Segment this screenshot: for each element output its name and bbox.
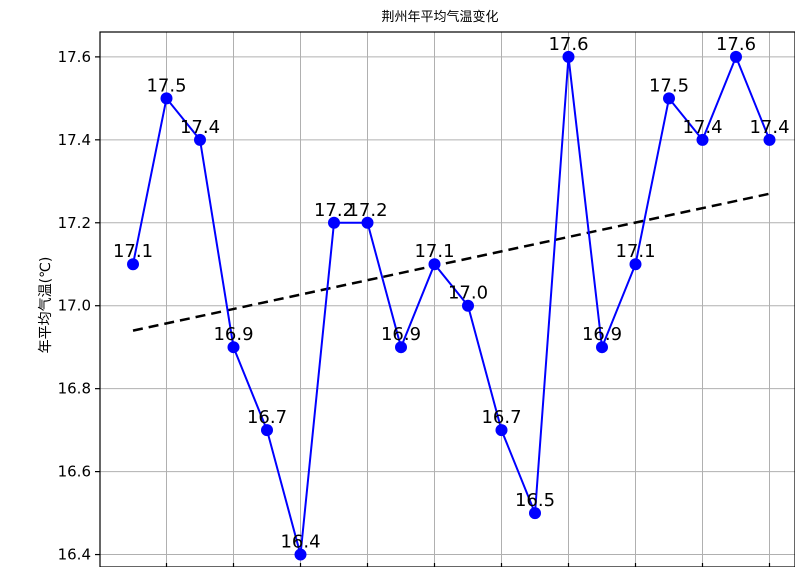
- data-point: [395, 341, 407, 354]
- data-label: 17.4: [682, 117, 722, 138]
- data-label: 16.4: [280, 532, 320, 553]
- data-point: [529, 507, 541, 520]
- axes-frame: [99, 31, 795, 567]
- data-point: [227, 341, 240, 354]
- chart-title: 荆州年平均气温变化: [381, 9, 498, 25]
- data-label: 17.2: [347, 200, 387, 221]
- y-tick-label: 16.4: [58, 546, 91, 564]
- y-tick-label: 17.4: [58, 131, 91, 149]
- data-point: [696, 133, 709, 146]
- data-point: [663, 92, 675, 105]
- data-point: [596, 341, 608, 354]
- data-points: [127, 50, 776, 561]
- data-point: [462, 299, 474, 312]
- data-label: 17.4: [180, 117, 220, 138]
- data-point: [328, 216, 340, 229]
- trend-line: [132, 192, 770, 332]
- data-label: 16.9: [213, 324, 253, 345]
- data-label: 17.2: [314, 200, 354, 221]
- data-label: 16.7: [247, 407, 287, 428]
- data-point: [194, 133, 206, 146]
- y-tick-label: 16.8: [58, 380, 91, 398]
- series-line: [132, 54, 771, 555]
- y-tick-label: 17.0: [58, 297, 91, 315]
- y-tick-label: 17.6: [58, 48, 91, 66]
- y-tick-label: 17.2: [58, 214, 91, 232]
- data-label: 17.6: [548, 34, 588, 55]
- data-label: 17.6: [716, 34, 756, 55]
- grid: [100, 32, 795, 567]
- data-point: [763, 133, 776, 146]
- data-label: 16.5: [515, 490, 555, 511]
- y-axis-ticks: 16.4 16.6 16.8 17.0 17.2 17.4 17.6: [58, 48, 100, 564]
- data-label: 17.1: [113, 241, 153, 262]
- data-point: [361, 216, 374, 229]
- data-label: 16.9: [582, 324, 622, 345]
- data-point: [495, 424, 508, 437]
- data-labels: 17.1 17.5 17.4 16.9 16.7 16.4 17.217.2 16.9 17.1…: [113, 34, 790, 553]
- y-axis-label: 年平均气温(℃): [38, 257, 54, 354]
- y-tick-label: 16.6: [58, 463, 91, 481]
- data-point: [261, 424, 273, 437]
- data-point: [562, 50, 575, 63]
- data-label: 17.5: [649, 75, 689, 96]
- data-label: 17.1: [615, 241, 655, 262]
- data-point: [428, 258, 441, 271]
- data-point: [730, 50, 742, 63]
- data-point: [127, 258, 139, 271]
- data-point: [294, 548, 307, 561]
- data-point: [629, 258, 642, 271]
- data-label: 16.9: [381, 324, 421, 345]
- data-label: 17.4: [749, 117, 789, 138]
- data-label: 17.0: [448, 283, 488, 304]
- data-point: [160, 92, 173, 105]
- data-label: 17.1: [414, 241, 454, 262]
- data-label: 16.7: [481, 407, 521, 428]
- data-label: 17.5: [146, 75, 186, 96]
